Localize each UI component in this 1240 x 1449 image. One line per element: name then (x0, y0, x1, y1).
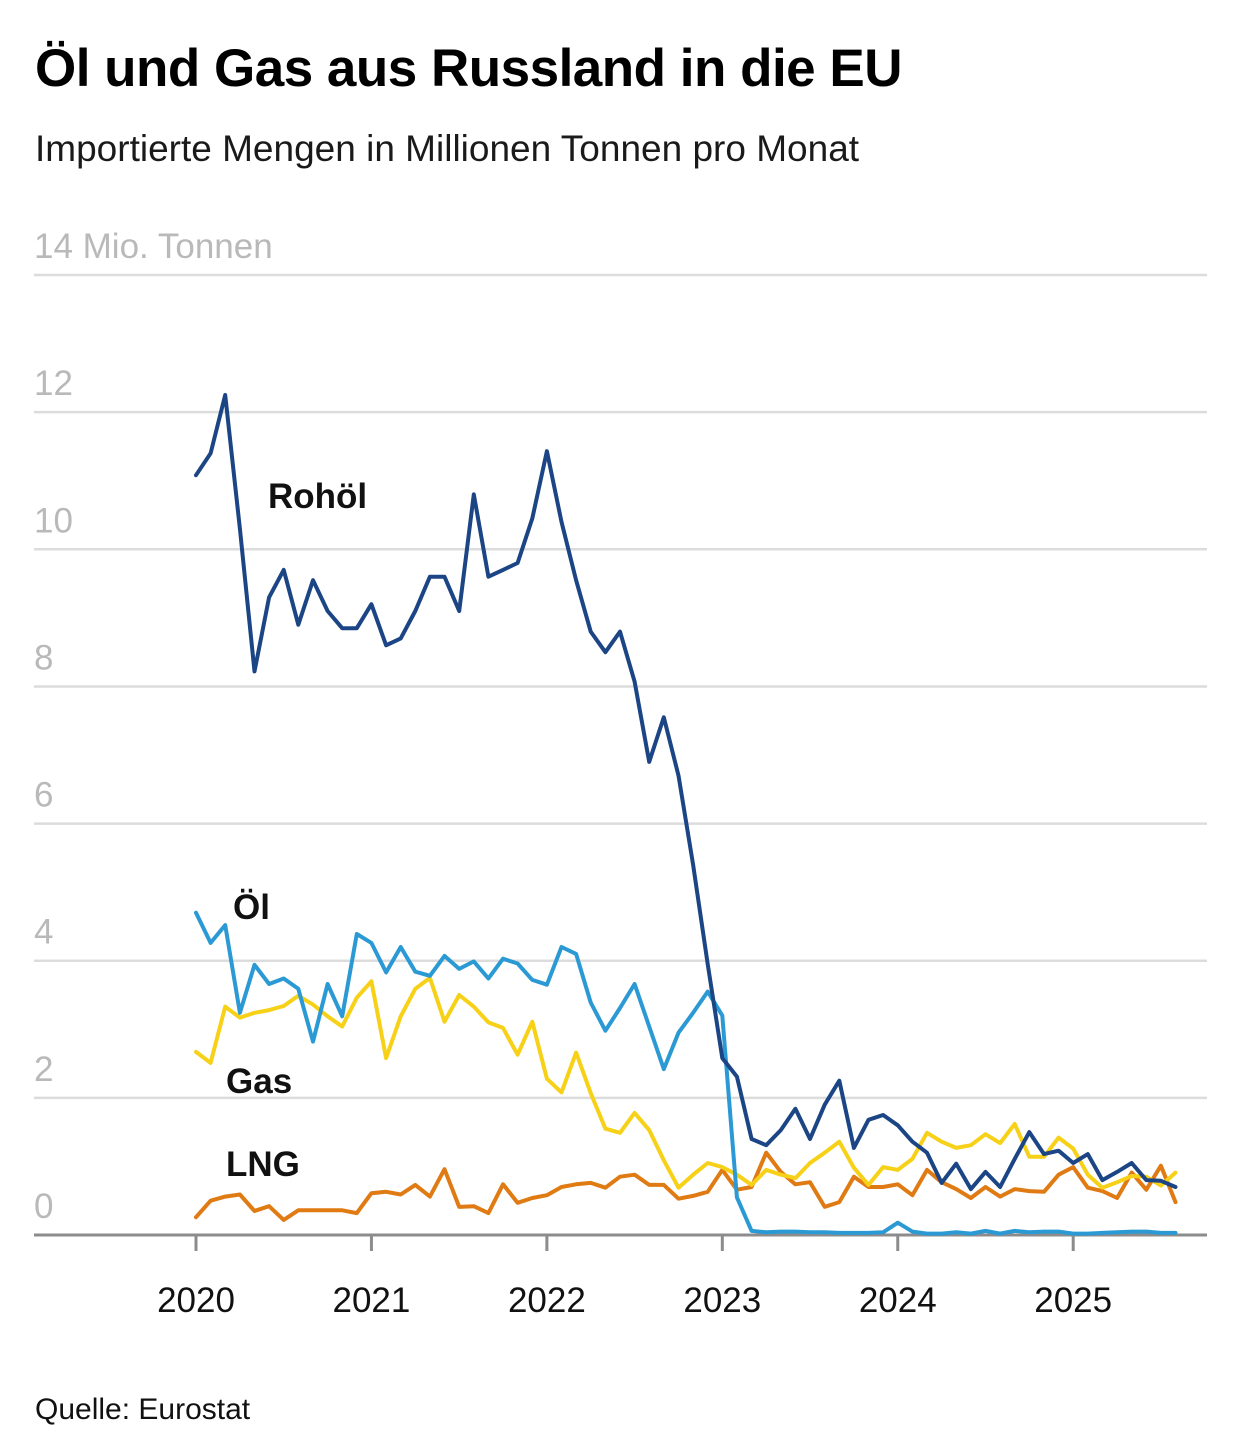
series-label-lng: LNG (226, 1145, 300, 1184)
y-tick-label: 6 (34, 776, 53, 815)
series-line-oel (194, 910, 1178, 1236)
series-line-rohoel (194, 393, 1178, 1192)
series-labels: Rohöl Öl Gas LNG (226, 477, 367, 1184)
series-label-oel: Öl (233, 888, 270, 927)
series-line-lng (194, 1150, 1178, 1222)
x-tick-label: 2020 (157, 1281, 235, 1320)
x-tick-label: 2021 (333, 1281, 411, 1320)
x-tick-label: 2025 (1034, 1281, 1112, 1320)
y-tick-label: 12 (34, 364, 73, 403)
x-tick-label: 2023 (683, 1281, 761, 1320)
x-axis: 2020 2021 2022 2023 2024 2025 (34, 1233, 1207, 1320)
y-tick-label: 14 Mio. Tonnen (34, 227, 273, 266)
y-tick-label: 2 (34, 1050, 53, 1089)
y-tick-label: 4 (34, 913, 53, 952)
y-tick-label: 0 (34, 1187, 53, 1226)
line-chart: 0 2 4 6 8 10 12 14 Mio. Tonnen 2020 2021 2022 2023… (34, 227, 1207, 1320)
x-tick-label: 2022 (508, 1281, 586, 1320)
y-tick-label: 10 (34, 501, 73, 540)
series-label-gas: Gas (226, 1062, 292, 1101)
y-tick-label: 8 (34, 638, 53, 677)
x-tick-label: 2024 (859, 1281, 937, 1320)
series-label-rohoel: Rohöl (268, 477, 367, 516)
series-line-gas (194, 975, 1178, 1190)
y-axis-labels: 0 2 4 6 8 10 12 14 Mio. Tonnen (34, 227, 273, 1226)
source-note: Quelle: Eurostat (35, 1393, 251, 1426)
gridlines (34, 273, 1207, 1100)
chart-subtitle: Importierte Mengen in Millionen Tonnen p… (35, 128, 860, 169)
chart-title: Öl und Gas aus Russland in die EU (35, 39, 903, 98)
series-lines (194, 393, 1178, 1236)
